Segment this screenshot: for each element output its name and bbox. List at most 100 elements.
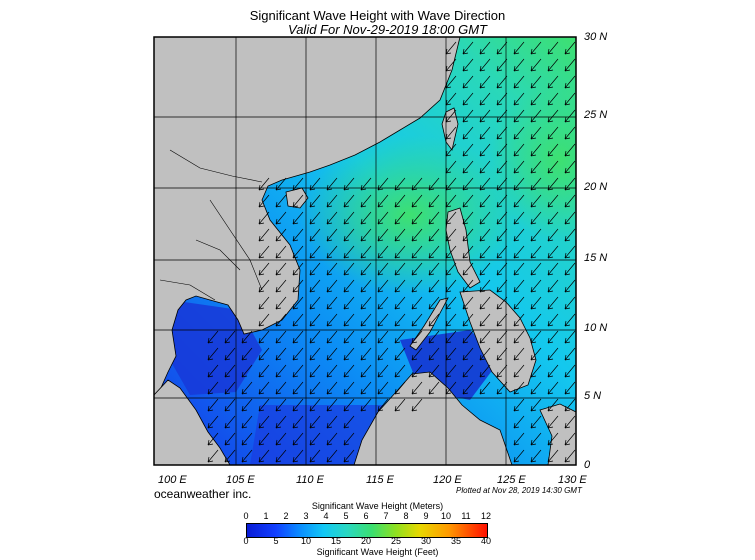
wave-arrow [377, 364, 389, 378]
wave-arrow [258, 381, 270, 395]
wave-arrow [513, 177, 525, 191]
wave-arrow [513, 126, 525, 140]
colorbar-feet-tick: 15 [330, 536, 342, 546]
wave-arrow [564, 126, 576, 140]
wave-arrow [513, 313, 525, 327]
wave-arrow [564, 58, 576, 72]
colorbar-feet-tick: 20 [360, 536, 372, 546]
wave-arrow [326, 432, 338, 446]
wave-arrow [224, 347, 236, 361]
colorbar-feet-tick: 10 [300, 536, 312, 546]
wave-arrow [377, 279, 389, 293]
wave-arrow [394, 398, 406, 412]
wave-arrow [530, 296, 542, 310]
wave-arrow [496, 211, 508, 225]
colorbar-meters-tick: 10 [440, 511, 452, 521]
wave-arrow [377, 381, 389, 395]
colorbar-feet-tick: 5 [273, 536, 279, 546]
wave-arrow [564, 330, 576, 344]
wave-arrow [564, 347, 576, 361]
wave-arrow [513, 279, 525, 293]
lat-label-20n: 20 N [584, 181, 608, 193]
colorbar-meters-tick: 8 [403, 511, 409, 521]
wave-arrow [360, 194, 372, 208]
colorbar-meters-tick: 9 [423, 511, 429, 521]
wave-arrow [496, 109, 508, 123]
wave-arrow [428, 194, 440, 208]
wave-arrow [292, 194, 304, 208]
wave-arrow [275, 364, 287, 378]
wave-arrow [394, 228, 406, 242]
wave-arrow [309, 398, 321, 412]
wave-arrow [479, 330, 491, 344]
wave-arrow [479, 279, 491, 293]
wave-arrow [479, 58, 491, 72]
wave-arrow [360, 228, 372, 242]
wave-arrow [224, 415, 236, 429]
wave-arrow [241, 432, 253, 446]
wave-arrow [445, 211, 457, 225]
wave-arrow [445, 262, 457, 276]
wave-arrow [479, 126, 491, 140]
wave-arrow [428, 364, 440, 378]
colorbar-meters-tick: 5 [343, 511, 349, 521]
wave-arrow [530, 126, 542, 140]
wave-arrow [530, 381, 542, 395]
wave-arrow [462, 75, 474, 89]
wave-arrow [292, 177, 304, 191]
wave-arrow [377, 211, 389, 225]
wave-arrow [394, 296, 406, 310]
wave-arrow [564, 92, 576, 106]
wave-arrow [445, 109, 457, 123]
wave-arrow [513, 347, 525, 361]
wave-arrow [275, 381, 287, 395]
wave-arrow [513, 75, 525, 89]
wave-arrow [292, 364, 304, 378]
wave-arrow [479, 109, 491, 123]
wave-arrow [564, 381, 576, 395]
wave-arrow [224, 432, 236, 446]
map-subtitle: Valid For Nov-29-2019 18:00 GMT [288, 22, 487, 37]
wave-arrow [258, 415, 270, 429]
wave-arrow [462, 41, 474, 55]
wave-arrow [428, 330, 440, 344]
wave-arrow [207, 364, 219, 378]
wave-arrow [462, 313, 474, 327]
wave-arrow [326, 296, 338, 310]
wave-arrow [428, 245, 440, 259]
wave-arrow [258, 177, 270, 191]
wave-arrow [224, 449, 236, 463]
colorbar-meters-tick: 1 [263, 511, 269, 521]
wave-arrow [513, 211, 525, 225]
wave-arrow [530, 347, 542, 361]
wave-arrow [547, 398, 559, 412]
wave-direction-arrows [207, 41, 576, 463]
wave-arrow [309, 364, 321, 378]
wave-arrow [530, 279, 542, 293]
wave-arrow [513, 330, 525, 344]
wave-arrow [326, 279, 338, 293]
wave-arrow [479, 41, 491, 55]
wave-arrow [564, 143, 576, 157]
wave-arrow [207, 381, 219, 395]
wave-arrow [462, 194, 474, 208]
wave-arrow [224, 364, 236, 378]
wave-arrow [207, 415, 219, 429]
wave-arrow [326, 262, 338, 276]
wave-arrow [564, 109, 576, 123]
wave-arrow [462, 245, 474, 259]
wave-arrow [547, 245, 559, 259]
wave-arrow [224, 381, 236, 395]
wave-arrow [513, 228, 525, 242]
wave-arrow [207, 347, 219, 361]
wave-arrow [428, 211, 440, 225]
wave-arrow [564, 279, 576, 293]
wave-arrow [547, 177, 559, 191]
wave-arrow [326, 313, 338, 327]
wave-arrow [326, 449, 338, 463]
wave-arrow [462, 347, 474, 361]
wave-arrow [462, 58, 474, 72]
map-frame [153, 36, 577, 466]
wave-arrow [530, 143, 542, 157]
wave-arrow [445, 296, 457, 310]
